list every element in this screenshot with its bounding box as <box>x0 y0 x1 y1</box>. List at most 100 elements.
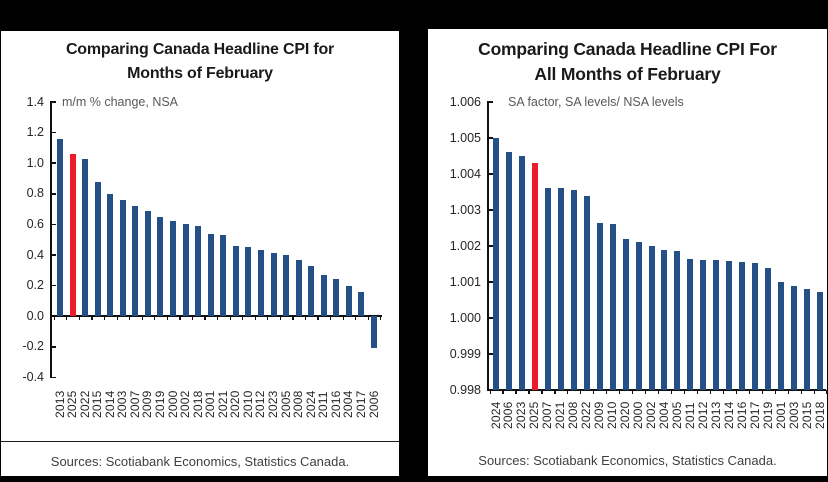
bar-2016 <box>739 262 746 390</box>
bar-2010 <box>245 247 252 317</box>
right-chart-title-line2: All Months of February <box>534 64 721 84</box>
x-tick <box>317 316 319 321</box>
y-tick-label: 1.4 <box>26 94 44 109</box>
x-tick-label: 2019 <box>760 401 775 430</box>
x-tick-label: 2016 <box>734 401 749 430</box>
y-tick-label: 1.2 <box>26 125 44 140</box>
y-tick-label: 0.8 <box>26 186 44 201</box>
x-tick <box>761 390 763 394</box>
bar-2013 <box>713 260 720 390</box>
y-tick-label: 1.001 <box>449 274 481 289</box>
y-tick <box>487 101 493 103</box>
y-tick <box>487 173 493 175</box>
bar-2001 <box>207 233 214 317</box>
bar-2007 <box>544 187 551 390</box>
x-tick <box>696 390 699 394</box>
bar-2012 <box>700 259 707 390</box>
x-tick <box>367 316 369 321</box>
x-tick <box>267 316 269 321</box>
x-tick <box>709 390 712 394</box>
x-tick-label: 2012 <box>695 401 710 430</box>
left-chart-title: Comparing Canada Headline CPI for Months… <box>1 38 399 86</box>
x-tick-label: 2025 <box>65 390 80 419</box>
right-axis-note: SA factor, SA levels/ NSA levels <box>508 95 684 109</box>
bar-2019 <box>765 267 772 390</box>
x-tick <box>103 316 106 321</box>
y-tick <box>487 209 493 211</box>
left-sources: Sources: Scotiabank Economics, Statistic… <box>50 454 350 469</box>
y-tick-label: 1.002 <box>449 238 481 253</box>
bar-2023 <box>270 253 277 317</box>
x-tick <box>217 316 219 321</box>
bar-2004 <box>345 285 352 317</box>
y-tick-label: 1.005 <box>449 130 481 145</box>
bar-2016 <box>333 279 340 317</box>
x-tick <box>619 390 621 394</box>
bar-2003 <box>119 199 126 317</box>
x-tick <box>279 316 281 321</box>
y-tick-label: 1.0 <box>26 155 44 170</box>
x-tick-label: 2004 <box>656 401 671 430</box>
x-tick-label: 2015 <box>799 401 814 430</box>
y-tick-label: 0.2 <box>26 278 44 293</box>
y-tick <box>50 254 56 256</box>
x-tick <box>154 316 156 321</box>
x-tick <box>787 390 789 394</box>
right-chart-card: Comparing Canada Headline CPI For All Mo… <box>428 29 828 476</box>
x-tick <box>242 316 244 321</box>
x-tick-label: 2017 <box>353 390 368 419</box>
x-tick-label: 2005 <box>669 401 684 430</box>
x-tick <box>129 316 131 321</box>
x-tick-label: 2001 <box>773 401 788 430</box>
bar-2004 <box>661 249 668 390</box>
x-tick <box>342 316 344 321</box>
x-axis-line <box>50 315 382 317</box>
x-tick <box>330 316 332 321</box>
bar-2022 <box>82 158 89 317</box>
bar-2021 <box>220 235 227 317</box>
y-tick <box>487 137 493 139</box>
x-tick <box>735 390 737 394</box>
y-tick-label: 0.4 <box>26 247 44 262</box>
left-sources-divider <box>1 441 399 442</box>
y-tick-label: 1.000 <box>449 310 481 325</box>
y-tick <box>50 376 56 379</box>
bar-2006 <box>371 316 377 349</box>
bar-2009 <box>596 222 603 390</box>
left-axis-note: m/m % change, NSA <box>62 95 179 109</box>
x-tick <box>722 390 724 394</box>
x-tick-label: 2014 <box>721 401 736 430</box>
x-tick <box>554 390 556 394</box>
x-tick <box>204 316 206 321</box>
bar-2011 <box>320 274 327 317</box>
x-tick <box>66 316 68 321</box>
x-tick <box>292 316 294 321</box>
bar-2006 <box>505 152 512 390</box>
x-tick <box>141 316 143 321</box>
x-tick-label: 2013 <box>708 401 723 430</box>
x-tick <box>748 390 750 394</box>
y-tick <box>50 101 56 103</box>
y-tick-label: 0.998 <box>449 382 481 397</box>
bar-2024 <box>308 265 315 317</box>
y-tick <box>487 353 493 355</box>
right-chart-title: Comparing Canada Headline CPI For All Mo… <box>428 37 827 87</box>
y-tick-label: 1.004 <box>449 166 481 181</box>
bar-2002 <box>182 224 189 317</box>
bar-2014 <box>726 261 733 390</box>
x-tick <box>670 390 673 394</box>
x-tick <box>515 390 517 394</box>
bar-2008 <box>295 259 302 317</box>
x-tick <box>567 390 569 394</box>
y-tick-label: 1.003 <box>449 202 481 217</box>
x-tick-label: 2018 <box>812 401 827 430</box>
x-tick-label: 2017 <box>747 401 762 430</box>
bar-2025 <box>531 163 538 390</box>
bar-2015 <box>804 289 811 390</box>
x-tick <box>254 316 256 321</box>
bar-2012 <box>257 250 264 317</box>
right-chart-title-line1: Comparing Canada Headline CPI For <box>478 39 777 59</box>
y-tick <box>50 131 56 134</box>
x-tick <box>826 390 828 394</box>
